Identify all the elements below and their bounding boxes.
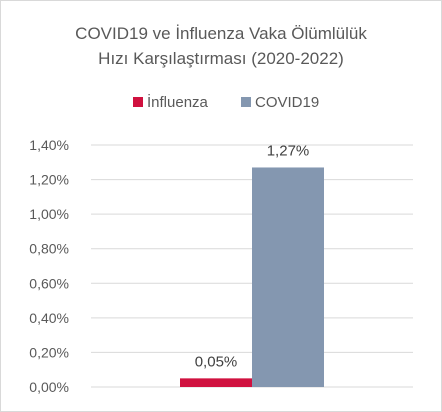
y-tick-label: 0,00% [29,379,69,395]
data-labels: 0,05% 1,27% [195,142,310,370]
y-tick-label: 0,80% [29,241,69,257]
data-label: 1,27% [267,142,310,159]
y-tick-label: 0,20% [29,344,69,360]
chart-title-line-1: COVID19 ve İnfluenza Vaka Ölümlülük [75,24,367,43]
legend-swatch-influenza [133,97,143,107]
bar-covid19 [252,167,324,387]
chart-title-line-2: Hızı Karşılaştırması (2020-2022) [98,49,344,68]
y-tick-label: 1,20% [29,172,69,188]
legend-label-covid19: COVID19 [255,94,319,111]
y-tick-label: 1,40% [29,137,69,153]
y-axis-tick-labels: 0,00% 0,20% 0,40% 0,60% 0,80% 1,00% 1,20% 1,40% [29,137,69,395]
legend-swatch-covid19 [241,97,251,107]
legend-label-influenza: İnfluenza [147,93,209,111]
bar-i-nfluenza [180,378,252,387]
y-tick-label: 1,00% [29,206,69,222]
bars [180,167,324,387]
legend: İnfluenza COVID19 [133,93,319,111]
y-tick-label: 0,40% [29,310,69,326]
y-tick-label: 0,60% [29,275,69,291]
data-label: 0,05% [195,353,238,370]
